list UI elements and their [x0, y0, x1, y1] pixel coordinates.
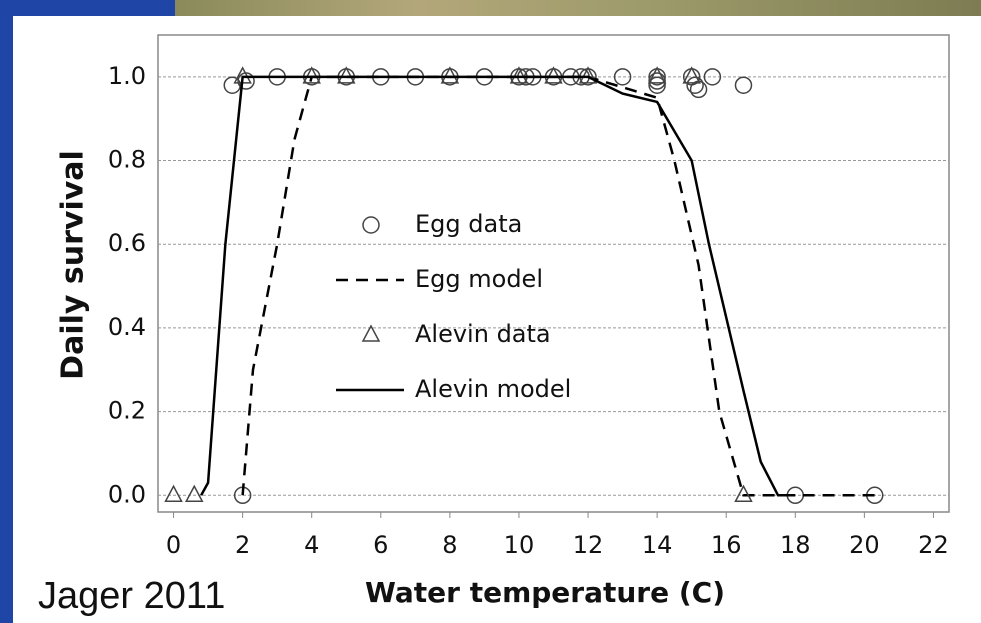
data-point	[185, 484, 204, 503]
x-tick-label: 12	[573, 531, 604, 559]
y-tick-label: 1.0	[108, 62, 146, 90]
y-tick-label: 0.4	[108, 313, 146, 341]
y-tick-label: 0.2	[108, 397, 146, 425]
legend-label: Egg model	[415, 265, 543, 293]
data-point	[223, 76, 242, 94]
plot-frame	[157, 34, 950, 513]
x-tick-label: 10	[504, 531, 535, 559]
legend-symbol	[361, 324, 381, 342]
model-line	[241, 75, 875, 497]
x-tick-label: 20	[849, 531, 880, 559]
y-tick-label: 0.6	[108, 229, 146, 257]
data-point	[164, 484, 183, 503]
model-line	[200, 75, 796, 497]
data-point	[648, 76, 666, 94]
x-tick-label: 16	[711, 531, 742, 559]
citation: Jager 2011	[38, 575, 225, 617]
data-point	[544, 66, 563, 84]
x-tick-label: 14	[642, 531, 673, 559]
data-point	[578, 66, 598, 84]
header-band	[0, 0, 175, 16]
y-tick-label: 0.0	[108, 480, 146, 508]
y-axis-label: Daily survival	[56, 150, 91, 380]
header-photo	[175, 0, 981, 16]
x-tick-label: 0	[166, 531, 181, 559]
x-tick-label: 22	[918, 531, 949, 559]
x-tick-label: 4	[304, 531, 319, 559]
side-band	[0, 0, 13, 623]
legend-label: Alevin data	[415, 320, 551, 348]
data-point	[734, 484, 753, 503]
data-point	[337, 66, 356, 84]
data-point	[509, 66, 529, 84]
y-tick-label: 0.8	[108, 146, 146, 174]
data-point	[682, 66, 701, 84]
legend-label: Egg data	[415, 210, 522, 238]
data-point	[647, 66, 667, 84]
x-tick-label: 18	[780, 531, 811, 559]
x-tick-label: 6	[373, 531, 388, 559]
x-tick-label: 2	[235, 531, 250, 559]
data-point	[686, 76, 704, 94]
legend-symbol	[362, 216, 380, 234]
x-axis-label: Water temperature (C)	[365, 576, 725, 609]
data-point	[648, 72, 666, 90]
data-point	[440, 66, 460, 84]
x-tick-label: 8	[442, 531, 457, 559]
legend-label: Alevin model	[415, 375, 571, 403]
data-point	[302, 66, 321, 84]
data-point	[613, 68, 632, 86]
data-point	[703, 68, 722, 86]
data-point	[734, 76, 753, 94]
